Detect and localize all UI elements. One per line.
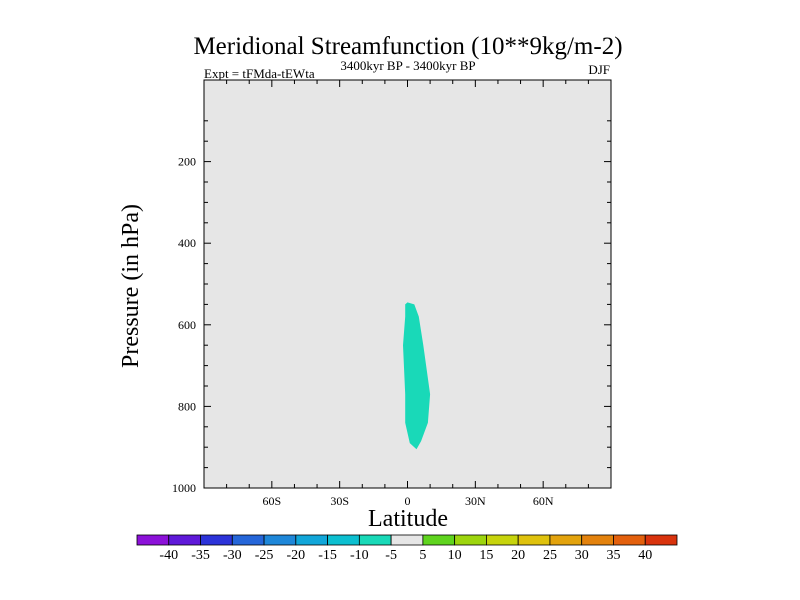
colorbar-swatch xyxy=(581,534,614,546)
colorbar-label: -15 xyxy=(318,548,337,563)
colorbar xyxy=(136,534,678,546)
colorbar-label: 35 xyxy=(606,548,620,563)
axis-tick-labels: 60S 30S 0 30N 60N 200 400 600 800 1000 xyxy=(172,155,554,508)
colorbar-label: 20 xyxy=(511,548,525,563)
colorbar-label: -10 xyxy=(350,548,369,563)
y-tick-label: 600 xyxy=(178,318,196,332)
colorbar-label: 10 xyxy=(448,548,462,563)
colorbar-swatch xyxy=(517,534,551,546)
colorbar-swatch xyxy=(136,534,170,546)
colorbar-labels: -40 -35 -30 -25 -20 -15 -10 -5 5 10 15 20 25 30 35 40 xyxy=(159,548,652,563)
colorbar-swatch xyxy=(390,534,424,546)
colorbar-label: -20 xyxy=(286,548,305,563)
y-tick-label: 800 xyxy=(178,399,196,413)
colorbar-label: -35 xyxy=(191,548,210,563)
colorbar-label: 30 xyxy=(575,548,589,563)
colorbar-swatch xyxy=(231,534,265,546)
contour-region-0 xyxy=(403,302,431,450)
colorbar-swatch xyxy=(168,534,201,546)
x-tick-label: 0 xyxy=(405,494,411,508)
colorbar-swatch xyxy=(613,534,646,546)
colorbar-label: 5 xyxy=(419,548,426,563)
chart-title: Meridional Streamfunction (10**9kg/m-2) xyxy=(193,33,622,60)
colorbar-swatch xyxy=(358,534,392,546)
colorbar-swatch xyxy=(327,534,360,546)
colorbar-swatch xyxy=(644,534,678,546)
colorbar-label: -5 xyxy=(385,548,397,563)
y-axis-title: Pressure (in hPa) xyxy=(118,204,144,368)
colorbar-label: 40 xyxy=(638,548,652,563)
colorbar-label: -30 xyxy=(223,548,242,563)
x-axis-title: Latitude xyxy=(368,506,448,532)
subtitle-center: 3400kyr BP - 3400kyr BP xyxy=(340,58,475,73)
colorbar-swatch xyxy=(263,534,297,546)
colorbar-swatch xyxy=(295,534,328,546)
colorbar-label: -40 xyxy=(159,548,178,563)
subtitle-left: Expt = tFMda-tEWta xyxy=(204,66,315,81)
axis-ticks xyxy=(203,80,612,489)
colorbar-label: 25 xyxy=(543,548,557,563)
x-tick-label: 30N xyxy=(465,494,486,508)
colorbar-swatch xyxy=(422,534,456,546)
colorbar-swatch xyxy=(200,534,233,546)
colorbar-swatch xyxy=(549,534,583,546)
x-tick-label: 60N xyxy=(533,494,554,508)
contour-layer xyxy=(403,302,431,450)
subtitle-right: DJF xyxy=(588,62,610,77)
colorbar-label: 15 xyxy=(479,548,493,563)
colorbar-swatch xyxy=(454,534,487,546)
colorbar-swatch xyxy=(486,534,519,546)
y-tick-label: 400 xyxy=(178,236,196,250)
y-tick-label: 1000 xyxy=(172,481,196,495)
x-tick-label: 60S xyxy=(262,494,281,508)
x-tick-label: 30S xyxy=(330,494,349,508)
colorbar-label: -25 xyxy=(255,548,274,563)
y-tick-label: 200 xyxy=(178,155,196,169)
